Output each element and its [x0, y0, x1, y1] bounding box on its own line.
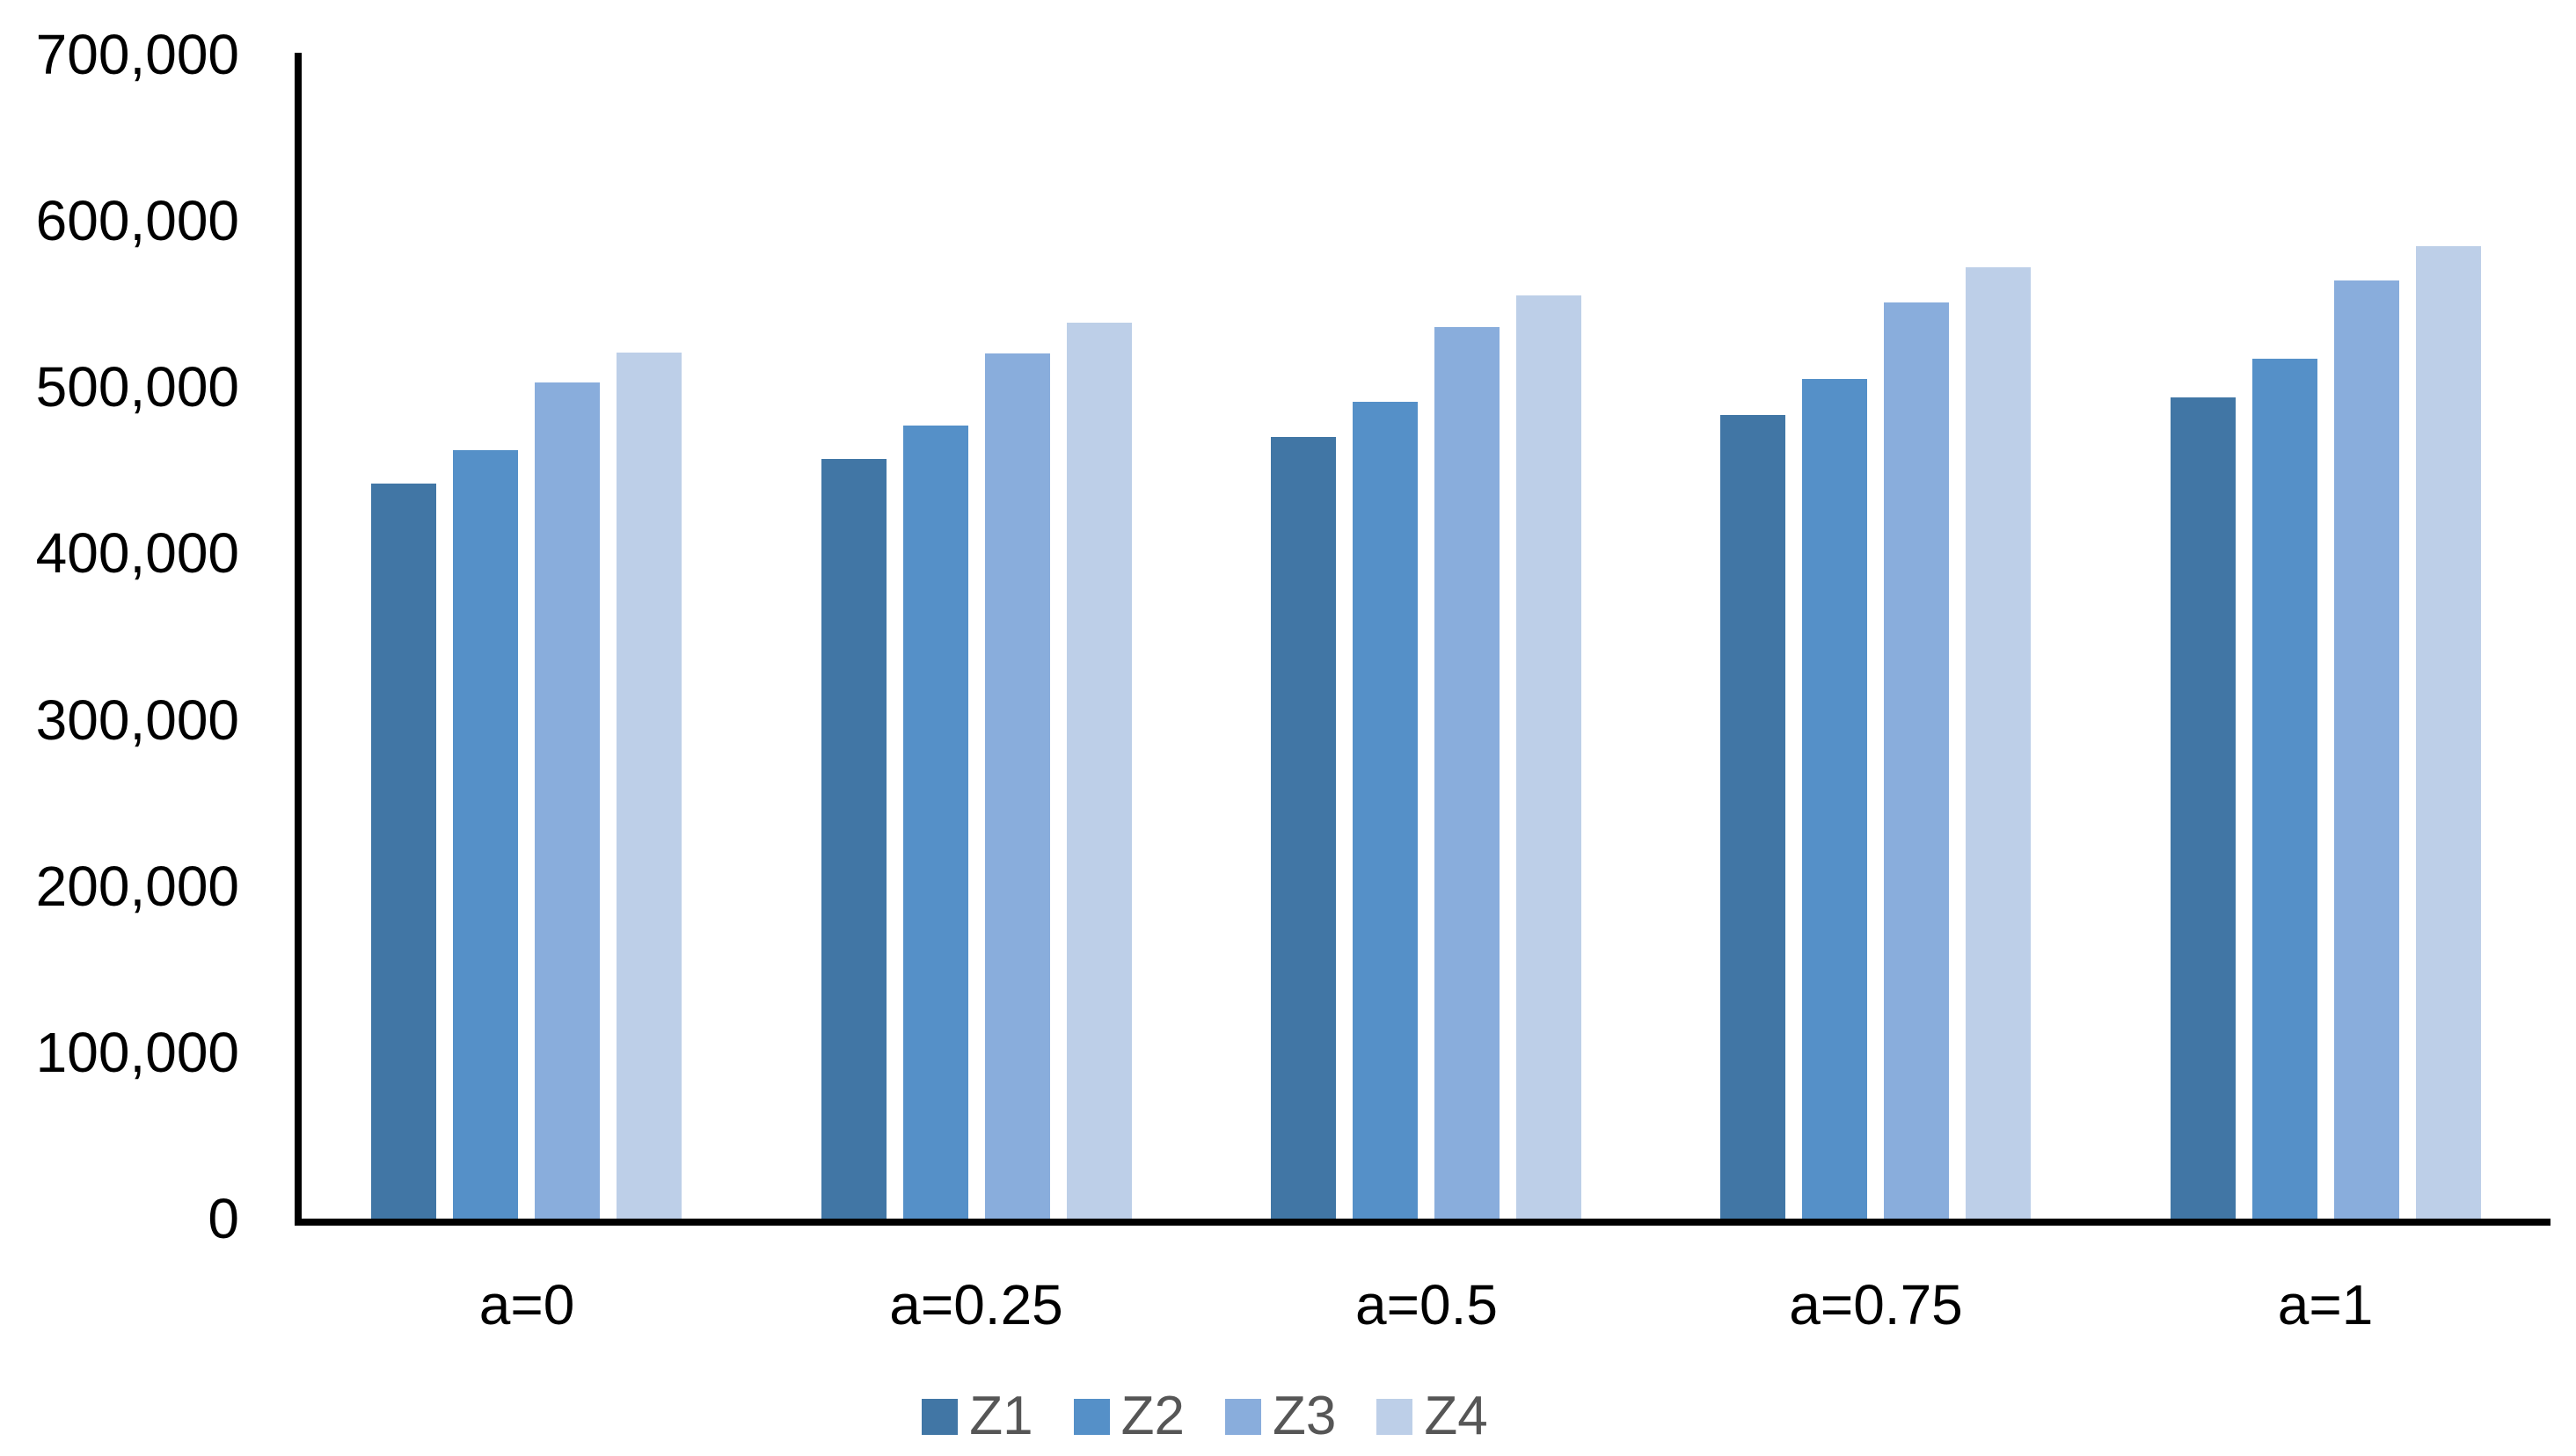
x-axis-line [295, 1219, 2550, 1226]
y-tick-label: 100,000 [35, 1020, 239, 1084]
y-tick-label: 700,000 [35, 23, 239, 86]
y-tick-label: 300,000 [35, 688, 239, 752]
legend-item-z4: Z4 [1376, 1386, 1488, 1446]
legend-swatch-z2 [1073, 1398, 1110, 1435]
bar-z2-a=1 [2252, 359, 2317, 1219]
bar-z3-a=0 [535, 382, 600, 1219]
bar-z3-a=0.25 [985, 353, 1050, 1219]
legend: Z1 Z2 Z3 Z4 [0, 1389, 2410, 1444]
x-axis-label: a=0.75 [1789, 1273, 1963, 1336]
bar-z2-a=0.25 [903, 426, 968, 1219]
y-tick-label: 0 [208, 1187, 239, 1250]
bar-z3-a=0.75 [1884, 302, 1949, 1219]
bar-z1-a=0.25 [821, 459, 887, 1219]
legend-swatch-z4 [1376, 1398, 1413, 1435]
bar-z1-a=0.75 [1720, 415, 1785, 1219]
bar-z4-a=0 [617, 353, 682, 1219]
legend-item-z3: Z3 [1225, 1389, 1336, 1444]
legend-item-z1: Z1 [922, 1389, 1033, 1444]
bar-z3-a=0.5 [1434, 327, 1500, 1219]
x-axis-label: a=0 [478, 1273, 575, 1336]
bar-z2-a=0.5 [1353, 402, 1418, 1219]
legend-label-z1: Z1 [969, 1386, 1033, 1446]
y-tick-label: 500,000 [35, 355, 239, 419]
legend-label-z3: Z3 [1273, 1386, 1337, 1446]
legend-label-z4: Z4 [1424, 1386, 1488, 1446]
bar-z1-a=1 [2171, 397, 2236, 1219]
x-axis-label: a=1 [2277, 1273, 2374, 1336]
legend-item-z2: Z2 [1073, 1386, 1185, 1446]
bar-z4-a=0.75 [1966, 267, 2031, 1219]
bar-z1-a=0 [371, 484, 436, 1219]
bar-z2-a=0.75 [1802, 379, 1867, 1219]
y-tick-label: 400,000 [35, 521, 239, 586]
x-axis-label: a=0.25 [889, 1273, 1063, 1336]
y-axis-line [295, 53, 302, 1226]
y-tick-label: 600,000 [35, 189, 239, 253]
bar-z4-a=0.5 [1516, 295, 1581, 1219]
legend-swatch-z1 [922, 1398, 959, 1435]
bar-z4-a=1 [2416, 246, 2481, 1219]
y-tick-label: 200,000 [35, 854, 239, 918]
bar-z3-a=1 [2334, 280, 2399, 1219]
bar-z4-a=0.25 [1067, 323, 1132, 1219]
legend-label-z2: Z2 [1120, 1386, 1185, 1446]
x-axis-label: a=0.5 [1355, 1273, 1498, 1336]
bar-z2-a=0 [453, 450, 518, 1219]
bar-z1-a=0.5 [1271, 437, 1336, 1219]
legend-swatch-z3 [1225, 1398, 1261, 1435]
